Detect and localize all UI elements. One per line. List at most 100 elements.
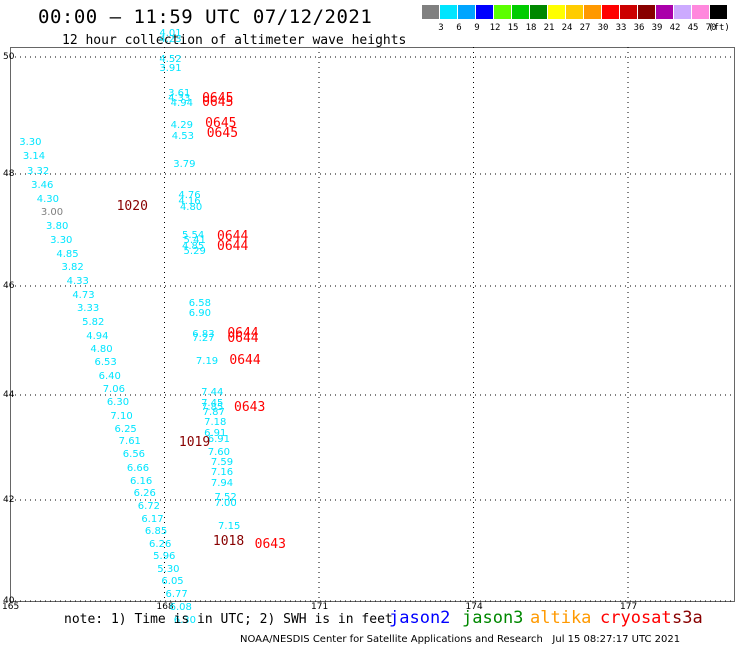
- swh-value: 3.33: [76, 303, 100, 315]
- swh-value: 7.61: [118, 436, 141, 448]
- legend-swatch: [692, 5, 709, 19]
- legend-swatch: [674, 5, 691, 19]
- swh-value: 6.40: [98, 371, 121, 382]
- swh-value: 7.10: [110, 410, 133, 422]
- legend-swatch: [548, 5, 565, 19]
- swh-value: 3.91: [159, 62, 182, 74]
- swh-value: 7.94: [210, 477, 234, 489]
- swh-value: 4.30: [36, 193, 60, 205]
- pass-time-label: 0644: [229, 353, 261, 369]
- legend-label: 45: [687, 23, 699, 33]
- pass-time-label: 0645: [202, 90, 234, 106]
- swh-value: 7.87: [202, 407, 225, 419]
- swh-value: 4.80: [90, 344, 113, 356]
- map-title: 00:00 – 11:59 UTC 07/12/2021: [38, 6, 373, 28]
- pass-time-label: 1019: [178, 435, 211, 451]
- swh-value: 4.94: [170, 97, 193, 109]
- legend-swatch: [602, 5, 619, 19]
- legend-label: 70: [705, 23, 717, 33]
- swh-value: 7.00: [214, 498, 237, 510]
- swh-value: 6.26: [133, 488, 156, 500]
- lat-label: 50: [3, 52, 15, 62]
- swh-value: 6.58: [188, 297, 211, 309]
- swh-value: 6.72: [137, 501, 160, 513]
- pass-time-label: 0643: [234, 399, 266, 415]
- swh-value: 6.25: [114, 423, 137, 435]
- swh-value: 6.91: [207, 433, 231, 445]
- legend-label: 39: [651, 23, 663, 33]
- swh-value: 7.52: [214, 492, 237, 504]
- swh-value: 4.23: [159, 33, 182, 45]
- pass-time-label: 0644: [227, 330, 259, 346]
- swh-value: 7.59: [210, 457, 234, 469]
- swh-value: 6.17: [141, 513, 164, 525]
- swh-value: 7.18: [204, 417, 227, 429]
- swh-value: 6.05: [161, 576, 184, 588]
- swh-value: 3.14: [22, 151, 46, 163]
- legend-swatch: [476, 5, 493, 19]
- pass-time-label: 0644: [217, 228, 249, 244]
- legend-label: 30: [597, 23, 609, 33]
- pass-time-label: 0643: [254, 537, 286, 553]
- swh-value: 4.85: [182, 240, 205, 252]
- credit-text: NOAA/NESDIS Center for Satellite Applica…: [240, 634, 543, 645]
- legend-swatch: [458, 5, 475, 19]
- swh-value: 6.66: [126, 462, 150, 474]
- swh-value: 7.27: [192, 333, 215, 345]
- swh-value: 5.30: [157, 563, 180, 575]
- pass-time-label: 0644: [227, 325, 259, 341]
- swh-value: 4.33: [168, 93, 191, 105]
- graticule: [10, 47, 735, 602]
- swh-value: 6.85: [144, 526, 168, 538]
- swh-value: 4.53: [171, 131, 194, 143]
- legend-swatch: [494, 5, 511, 19]
- pass-time-label: 1018: [212, 534, 245, 550]
- swh-value: 7.15: [218, 521, 241, 533]
- swh-value: 3.30: [19, 136, 42, 148]
- swh-value: 4.85: [56, 248, 79, 260]
- swh-value: 6.26: [149, 538, 172, 550]
- swh-value: 5.54: [182, 229, 205, 241]
- lon-label: 171: [311, 602, 329, 612]
- legend-swatch: [638, 5, 655, 19]
- legend-label: 3: [438, 23, 444, 33]
- swh-value: 3.82: [61, 262, 84, 274]
- swh-value: 3.79: [173, 159, 196, 171]
- swh-value: 4.73: [72, 289, 95, 301]
- lon-label: 165: [2, 602, 20, 612]
- swh-value: 4.80: [179, 201, 203, 213]
- lon-label: 174: [465, 602, 483, 612]
- footer-note: note: 1) Time is in UTC; 2) SWH is in fe…: [64, 612, 393, 627]
- legend-label: 9: [474, 23, 480, 33]
- swh-value: 7.44: [201, 387, 224, 399]
- swh-value: 6.08: [169, 601, 192, 613]
- legend-label: 15: [507, 23, 519, 33]
- legend-label: 12: [489, 23, 501, 33]
- swh-value: 6.90: [188, 308, 211, 320]
- swh-value: 6.91: [204, 427, 227, 439]
- legend-swatch: [440, 5, 457, 19]
- swh-value: 4.33: [66, 276, 89, 288]
- satellite-cryosat: cryosat: [600, 608, 672, 628]
- map-frame: [10, 47, 735, 602]
- swh-value: 6.83: [192, 328, 215, 340]
- swh-value: 3.30: [50, 234, 73, 246]
- swh-value: 3.61: [168, 87, 191, 99]
- pass-time-label: 1020: [116, 199, 148, 215]
- lat-label: 44: [3, 390, 15, 400]
- legend-label: 24: [561, 23, 573, 33]
- pass-time-label: 0645: [206, 126, 239, 142]
- swh-value: 4.94: [86, 330, 109, 342]
- satellite-altika: altika: [530, 608, 592, 628]
- lat-label: 48: [3, 169, 15, 179]
- swh-value: 6.30: [173, 614, 197, 626]
- swh-value: 4.16: [178, 196, 201, 207]
- legend-unit: (ft): [708, 23, 730, 33]
- map-subtitle: 12 hour collection of altimeter wave hei…: [62, 33, 407, 48]
- swh-value: 6.53: [94, 357, 117, 369]
- swh-value: 5.96: [153, 551, 176, 563]
- lat-label: 40: [3, 596, 15, 606]
- credit-line: NOAA/NESDIS Center for Satellite Applica…: [240, 634, 680, 645]
- swh-value: 4.76: [178, 189, 201, 201]
- legend-swatch: [422, 5, 439, 19]
